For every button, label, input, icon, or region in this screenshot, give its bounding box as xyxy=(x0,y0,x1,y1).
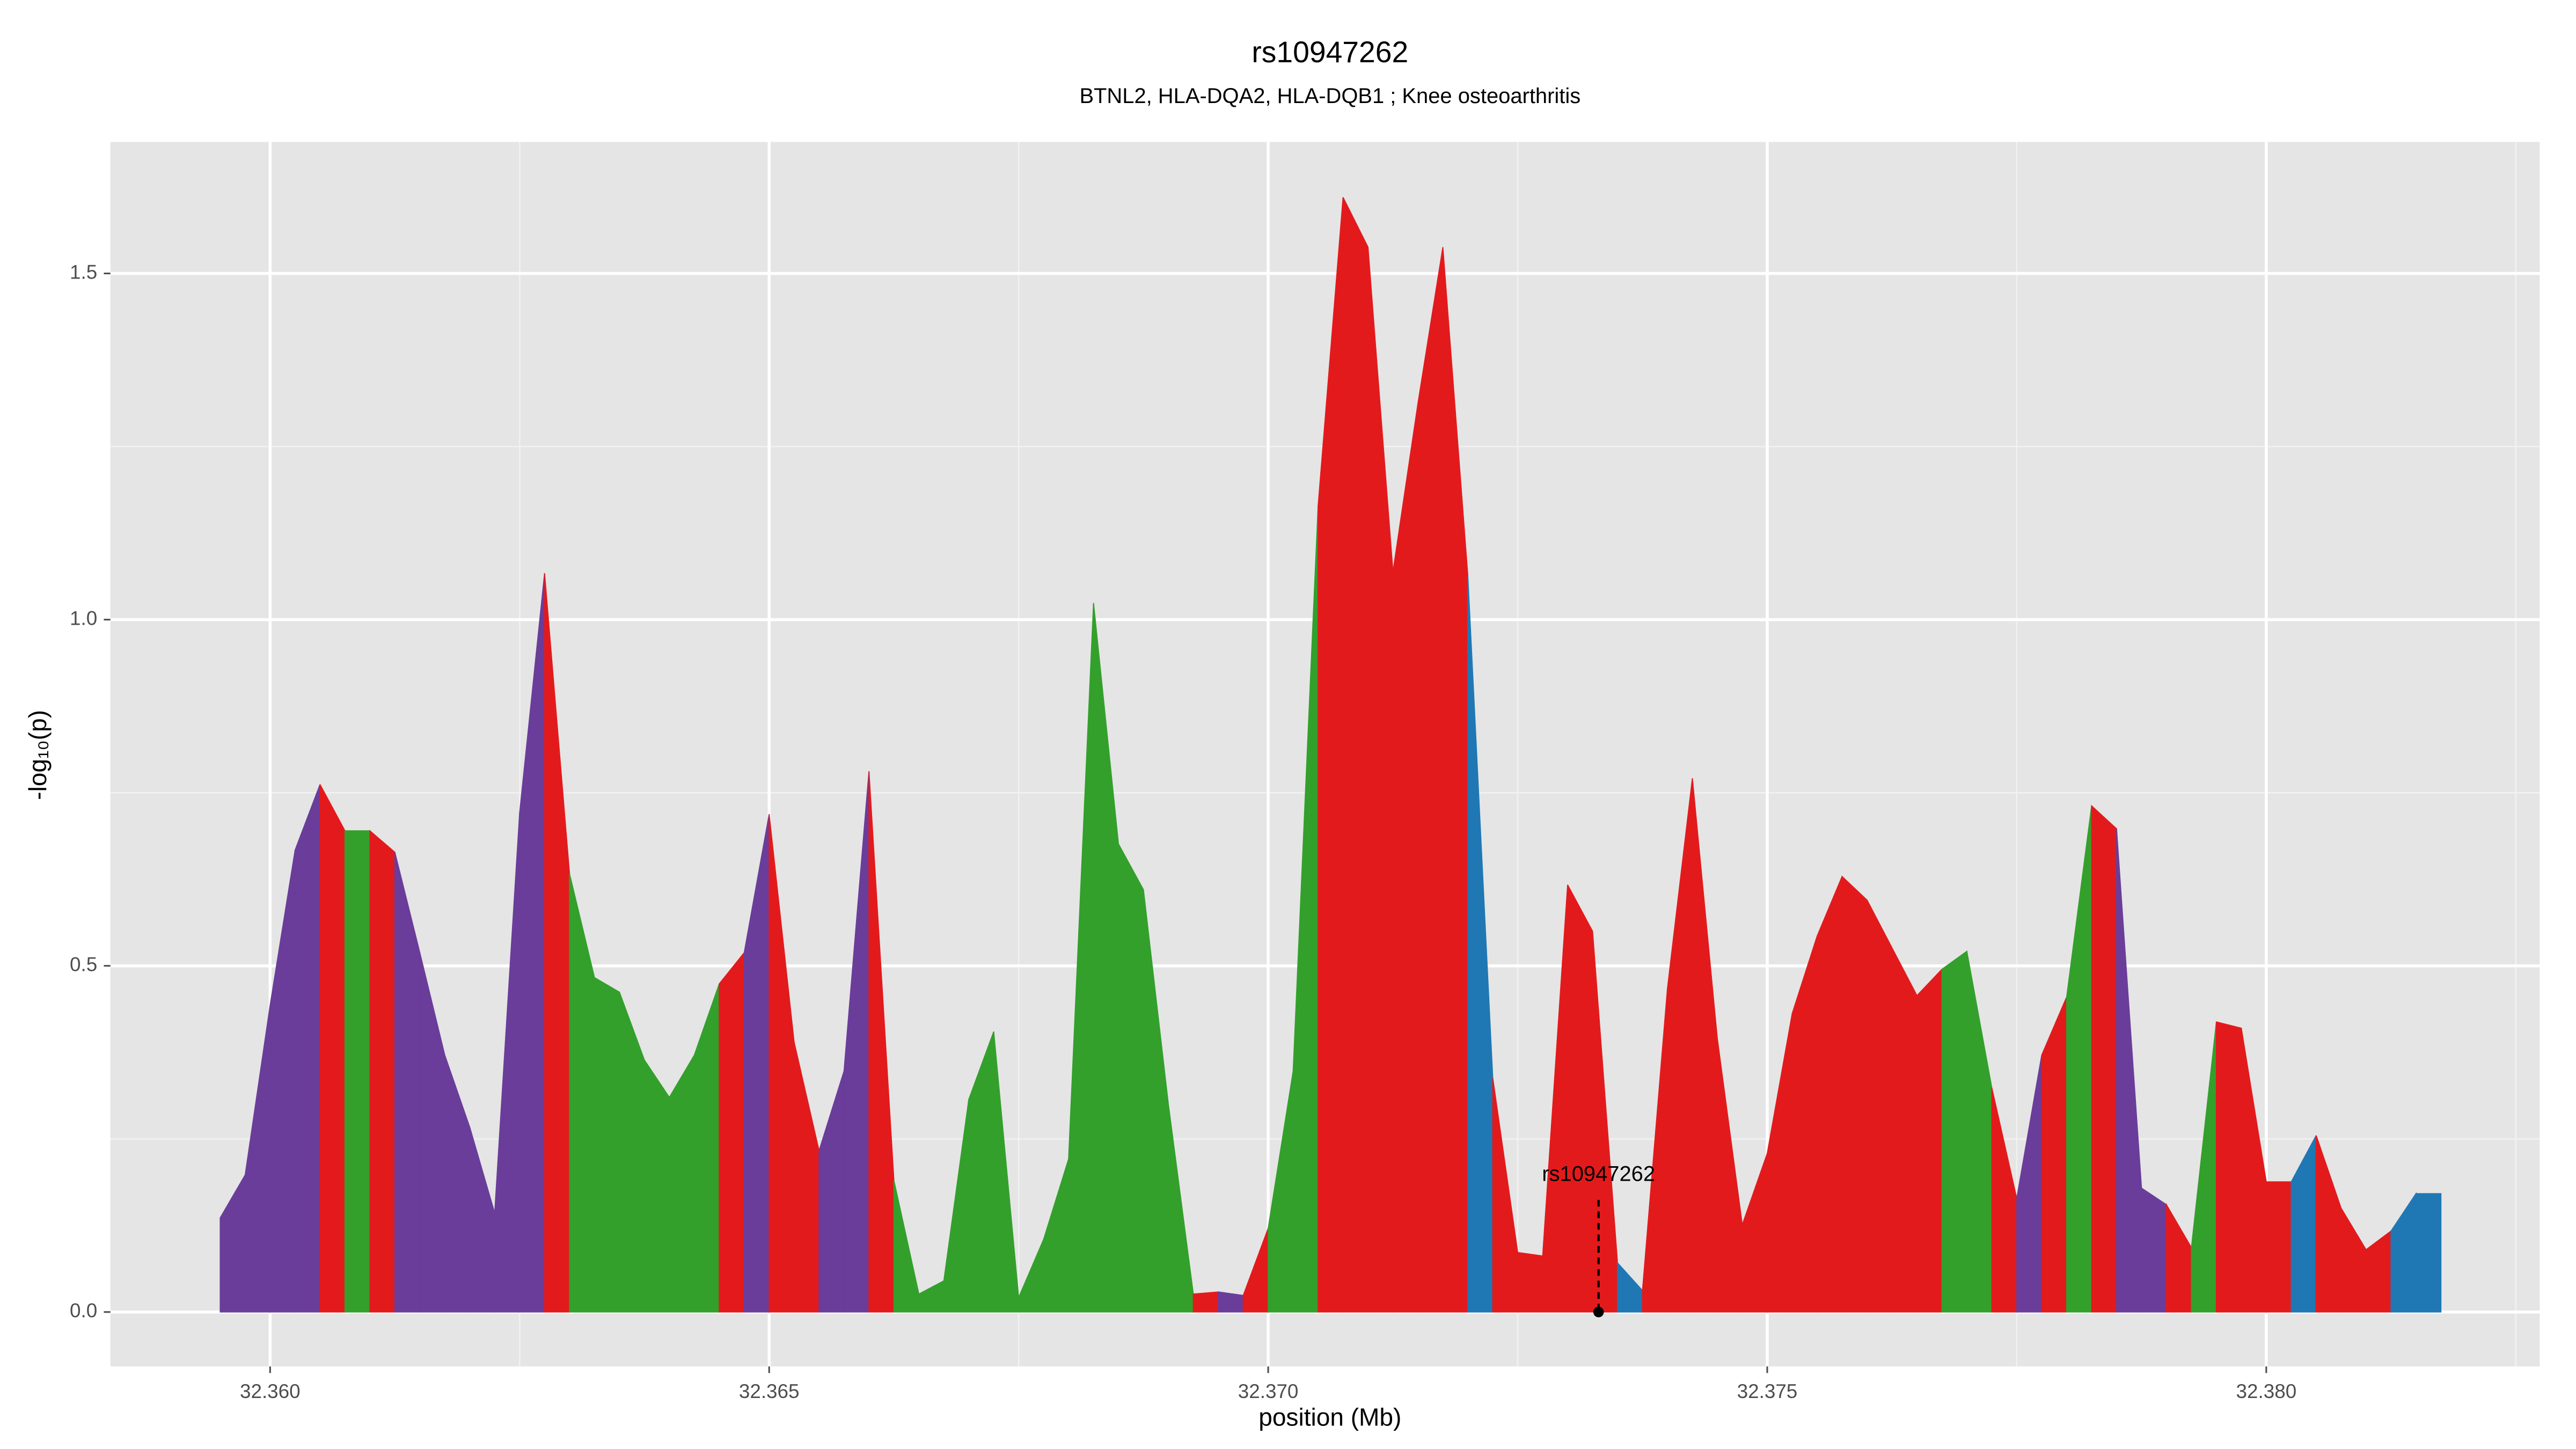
annotation-label: rs10947262 xyxy=(1542,1162,1655,1185)
area-segment xyxy=(1218,1291,1244,1313)
area-segment xyxy=(1567,884,1593,1313)
area-segment xyxy=(1517,1252,1543,1313)
area-segment xyxy=(1417,247,1444,1313)
x-tick-label: 32.375 xyxy=(1737,1380,1798,1402)
area-segment xyxy=(669,1053,695,1313)
area-segment xyxy=(2091,804,2117,1313)
area-segment xyxy=(594,977,620,1313)
area-segment xyxy=(1916,968,1943,1313)
area-segment xyxy=(1118,844,1144,1313)
chart-subtitle: BTNL2, HLA-DQA2, HLA-DQB1 ; Knee osteoar… xyxy=(1079,84,1580,108)
x-tick-label: 32.370 xyxy=(1238,1380,1299,1402)
area-segment xyxy=(643,1058,670,1313)
area-segment xyxy=(1867,899,1893,1313)
area-segment xyxy=(1891,947,1918,1313)
area-segment xyxy=(2415,1193,2442,1313)
x-axis-label: position (Mb) xyxy=(1258,1403,1401,1431)
area-segment xyxy=(1841,875,1868,1313)
y-tick-label: 1.5 xyxy=(70,261,97,283)
area-segment xyxy=(1817,876,1843,1313)
x-tick-label: 32.365 xyxy=(739,1380,800,1402)
y-tick-label: 1.0 xyxy=(70,607,97,629)
area-segment xyxy=(2215,1021,2242,1313)
y-tick-label: 0.5 xyxy=(70,953,97,975)
chart-title: rs10947262 xyxy=(1252,35,1408,69)
area-segment xyxy=(294,784,321,1313)
y-axis-label: -log₁₀(p) xyxy=(24,710,52,800)
area-segment xyxy=(2265,1181,2292,1313)
area-segment xyxy=(719,951,745,1313)
y-tick-label: 0.0 xyxy=(70,1299,97,1321)
area-segment xyxy=(1342,197,1368,1313)
area-segment xyxy=(1192,1291,1219,1313)
x-tick-label: 32.360 xyxy=(240,1380,301,1402)
annotation-point xyxy=(1593,1306,1604,1318)
x-tick-label: 32.380 xyxy=(2236,1380,2297,1402)
area-segment xyxy=(1941,950,1967,1313)
area-segment xyxy=(369,830,396,1313)
area-segment xyxy=(2141,1187,2167,1313)
area-segment xyxy=(344,830,371,1313)
area-segment xyxy=(319,784,346,1313)
